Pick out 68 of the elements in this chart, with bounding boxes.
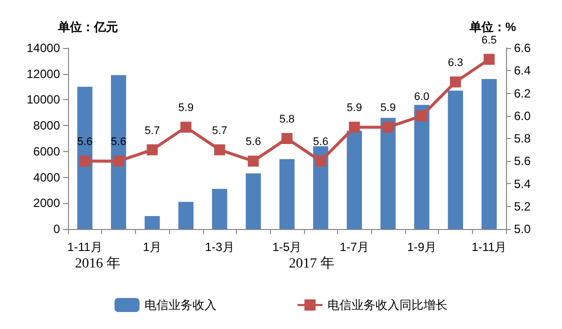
y-axis-title: 单位：亿元 xyxy=(57,20,118,34)
point xyxy=(450,76,461,88)
y-tick-label: 8000 xyxy=(33,118,60,133)
data-label: 6.0 xyxy=(414,90,430,103)
data-label: 5.6 xyxy=(246,136,261,148)
point xyxy=(484,54,495,65)
x-tick-label: 1-7月 xyxy=(340,240,370,254)
bar xyxy=(110,75,126,229)
data-label: 5.8 xyxy=(279,114,295,126)
y2-tick-label: 5.6 xyxy=(514,154,532,168)
bar xyxy=(414,104,430,229)
bar xyxy=(380,118,396,229)
bar xyxy=(448,90,464,229)
data-label: 6.3 xyxy=(448,56,464,69)
y-tick-label: 6000 xyxy=(33,144,60,158)
x-tick-label: 1-5月 xyxy=(272,240,302,254)
data-label: 6.5 xyxy=(482,34,497,46)
x-tick-label: 1月 xyxy=(142,240,162,254)
point xyxy=(248,156,259,167)
data-label: 5.6 xyxy=(77,136,92,148)
y-tick-label: 4000 xyxy=(33,170,60,184)
point xyxy=(180,122,192,133)
legend-label: 电信业务收入同比增长 xyxy=(328,298,448,312)
x-tick-label: 1-9月 xyxy=(407,240,436,254)
legend-label: 电信业务收入 xyxy=(144,298,216,312)
x-tick-label: 1-3月 xyxy=(204,240,234,254)
data-label: 5.6 xyxy=(110,136,126,148)
bar xyxy=(246,173,261,229)
y2-axis-title: 单位：% xyxy=(468,20,516,34)
y2-tick-label: 6.2 xyxy=(514,86,532,100)
data-label: 5.7 xyxy=(144,124,160,137)
data-label: 5.7 xyxy=(212,124,228,137)
bar xyxy=(346,130,362,229)
y-tick-label: 2000 xyxy=(33,196,60,210)
y-tick-label: 12000 xyxy=(26,66,60,81)
bar xyxy=(279,159,295,229)
point xyxy=(282,133,292,144)
data-label: 5.9 xyxy=(178,102,194,114)
point xyxy=(348,122,360,133)
y-tick-label: 10000 xyxy=(26,92,60,107)
bar xyxy=(77,86,92,229)
y-tick-label: 14000 xyxy=(26,41,60,55)
y2-tick-label: 5.0 xyxy=(514,222,532,236)
point xyxy=(79,156,90,167)
y2-tick-label: 6.0 xyxy=(514,108,532,123)
y2-tick-label: 6.6 xyxy=(514,41,532,55)
point xyxy=(214,144,226,156)
y2-tick-label: 5.8 xyxy=(514,132,532,146)
point xyxy=(315,156,326,167)
data-label: 5.9 xyxy=(380,102,396,114)
data-label: 5.9 xyxy=(346,102,362,114)
text: 2017 年 xyxy=(288,256,334,272)
y2-tick-label: 5.4 xyxy=(514,176,532,191)
data-label: 5.6 xyxy=(313,136,328,148)
text: 2016 年 xyxy=(74,256,120,272)
point xyxy=(416,110,428,122)
point xyxy=(382,122,394,133)
x-tick-label: 1-11月 xyxy=(67,240,102,254)
y2-tick-label: 5.2 xyxy=(514,199,532,214)
point xyxy=(146,144,158,156)
bar xyxy=(482,79,497,229)
y2-tick-label: 6.4 xyxy=(514,64,532,78)
y-tick-label: 0 xyxy=(53,222,60,236)
bar xyxy=(144,216,160,229)
point xyxy=(113,156,124,167)
bar xyxy=(212,188,228,229)
x-tick-label: 1-11月 xyxy=(472,240,507,254)
bar xyxy=(178,202,194,229)
